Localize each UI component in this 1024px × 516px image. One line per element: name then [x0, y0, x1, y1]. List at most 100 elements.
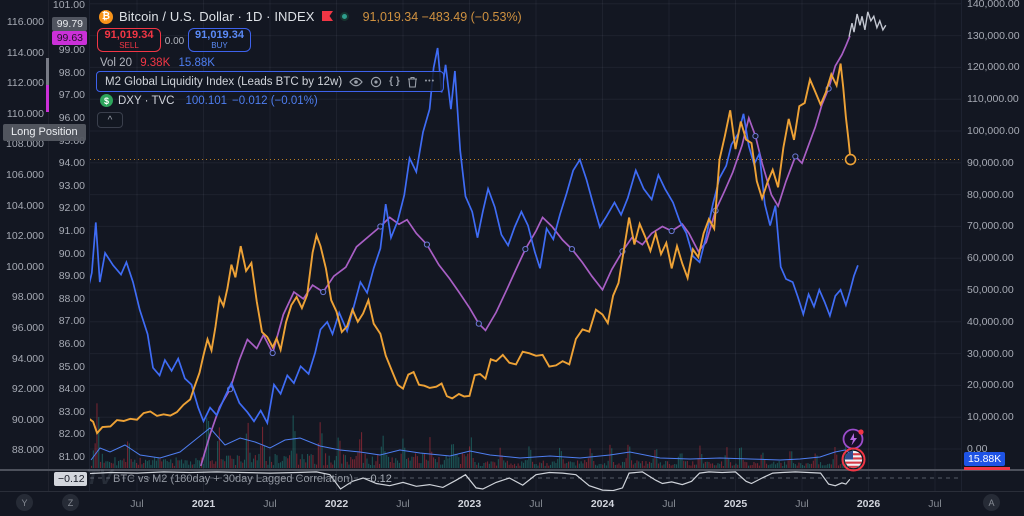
volume-legend[interactable]: Vol 20 9.38K 15.88K	[100, 57, 215, 69]
m2-lead-projection-line[interactable]	[848, 11, 887, 37]
dxy-scale-label: 94.000	[11, 352, 44, 365]
m2-scale-label: 94.00	[58, 157, 85, 170]
spread-value: 0.00	[164, 36, 185, 47]
correlation-indicator-legend[interactable]: BTC vs M2 (180day + 30day Lagged Correla…	[113, 473, 392, 485]
sell-label: SELL	[119, 41, 139, 50]
symbol-title[interactable]: Bitcoin / U.S. Dollar · 1D · INDEX	[119, 9, 315, 24]
time-axis[interactable]: Jul 2021 Jul 2022 Jul 2023 Jul 2024 Jul 2025 Jul 20…	[0, 491, 1024, 516]
m2-scale-label: 84.00	[58, 383, 85, 396]
time-tick-label: Jul	[662, 498, 676, 510]
price-scale-btc[interactable]: 140,000.00 130,000.00 120,000.00 110,000.00…	[967, 0, 1024, 491]
sell-price: 91,019.34	[104, 29, 154, 41]
dollar-icon: $	[100, 94, 113, 107]
time-tick-label: 2025	[723, 498, 748, 510]
collapse-legend-button[interactable]: ^	[97, 112, 123, 128]
m2-indicator-legend[interactable]: M2 Global Liquidity Index (Leads BTC by …	[96, 71, 445, 92]
m2-point-marker	[269, 349, 276, 357]
settings-icon[interactable]	[370, 76, 382, 88]
plot-right-border	[961, 0, 962, 491]
scale-divider[interactable]	[48, 0, 49, 491]
time-tick-label: Jul	[263, 498, 277, 510]
btc-scale-label: 20,000.00	[967, 379, 1014, 392]
source-code-icon[interactable]: { }	[389, 76, 400, 87]
m2-scale-label: 81.00	[58, 451, 85, 463]
price-scale-button-a[interactable]: A	[983, 494, 1000, 511]
volume-label: Vol 20	[100, 57, 132, 69]
m2-scale-label: 83.00	[58, 405, 85, 418]
flag-icon[interactable]	[321, 10, 334, 23]
tradingview-watermark: TV	[86, 466, 113, 489]
sell-button[interactable]: 91,019.34 SELL	[97, 28, 161, 52]
time-tick-label: 2024	[590, 498, 615, 510]
plot-left-border	[89, 0, 90, 491]
m2-point-marker	[792, 153, 799, 160]
btc-scale-label: 140,000.00	[967, 0, 1020, 10]
delete-icon[interactable]	[407, 76, 418, 88]
dxy-line[interactable]	[88, 47, 859, 426]
btc-scale-label: 100,000.00	[967, 125, 1020, 137]
scale-range-strip-gray	[46, 58, 49, 85]
m2-scale-label: 92.00	[58, 202, 85, 215]
m2-liquidity-line[interactable]	[199, 35, 851, 467]
price-scale-m2[interactable]: 101.0099.0098.0097.0096.0095.0094.0093.0…	[0, 0, 85, 491]
btc-scale-label: 50,000.00	[967, 284, 1014, 296]
m2-indicator-title: M2 Global Liquidity Index (Leads BTC by …	[105, 75, 343, 88]
dxy-scale-label: 96.000	[11, 322, 44, 334]
price-scale-button-y[interactable]: Y	[16, 494, 33, 511]
dxy-value: 100.101	[185, 94, 228, 107]
m2-scale-label: 89.00	[58, 270, 85, 283]
buy-button[interactable]: 91,019.34 BUY	[188, 28, 251, 52]
dxy-scale-label: 108.000	[6, 138, 44, 151]
dxy-scale-label: 102.000	[6, 230, 44, 243]
btc-last-point-marker	[844, 153, 857, 166]
more-options-icon[interactable]: •••	[424, 78, 436, 85]
correlation-indicator-value: −0.12	[364, 473, 392, 485]
m2-scale-label: 87.00	[58, 315, 85, 328]
price-scale-button-z[interactable]: Z	[62, 494, 79, 511]
dxy-scale-label: 100.000	[6, 260, 44, 273]
btc-scale-label: 10,000.00	[967, 411, 1014, 424]
buy-price: 91,019.34	[195, 29, 244, 41]
btc-line[interactable]	[88, 63, 852, 435]
m2-scale-label: 97.00	[58, 89, 85, 102]
m2-scale-label: 101.00	[52, 0, 85, 11]
btc-scale-label: 70,000.00	[967, 220, 1014, 233]
dxy-scale-label: 116.000	[6, 16, 44, 28]
m2-lead-value-tag: 99.79	[52, 17, 87, 31]
correlation-line	[90, 471, 851, 491]
correlation-indicator-title: BTC vs M2 (180day + 30day Lagged Correla…	[113, 473, 353, 485]
dxy-change: −0.012 (−0.01%)	[232, 94, 318, 107]
dxy-scale-label: 98.000	[11, 291, 44, 304]
dxy-legend[interactable]: $ DXY · TVC 100.101 −0.012 (−0.01%)	[100, 94, 318, 107]
quote-change-text: 91,019.34 −483.49 (−0.53%)	[362, 9, 522, 24]
dxy-scale-label: 92.000	[11, 383, 44, 396]
time-tick-label: 2022	[324, 498, 349, 510]
volume-ma-line	[90, 427, 861, 461]
time-tick-label: 2023	[457, 498, 482, 510]
btc-scale-label: 60,000.00	[967, 252, 1014, 265]
dxy-scale-label: 90.000	[11, 413, 44, 426]
m2-point-marker	[752, 132, 759, 140]
time-tick-label: 2021	[191, 498, 216, 510]
dxy-scale-label: 114.000	[6, 46, 44, 59]
buy-label: BUY	[211, 41, 228, 50]
m2-scale-label: 99.00	[58, 44, 85, 57]
btc-scale-label: 40,000.00	[967, 315, 1014, 328]
eye-icon[interactable]	[349, 77, 363, 87]
btc-scale-label: 130,000.00	[967, 29, 1020, 42]
m2-scale-label: 96.00	[58, 112, 85, 124]
pane-resize-handle[interactable]	[0, 469, 1024, 471]
m2-scale-label: 98.00	[58, 66, 85, 79]
m2-point-marker	[423, 241, 431, 248]
time-tick-label: Jul	[529, 498, 543, 510]
dxy-scale-label: 110.000	[6, 107, 44, 120]
us-economic-event-icon[interactable]	[841, 447, 866, 475]
dxy-scale-label: 88.000	[11, 444, 44, 457]
btc-scale-label: 80,000.00	[967, 188, 1014, 201]
bitcoin-icon: ₿	[99, 9, 113, 24]
price-scale-dxy[interactable]: 116.000 114.000 112.000 110.000 108.000 106.0…	[0, 0, 44, 491]
m2-scale-label: 90.00	[58, 247, 85, 260]
market-status-icon[interactable]	[339, 12, 349, 21]
scale-range-strip-magenta	[46, 85, 49, 112]
